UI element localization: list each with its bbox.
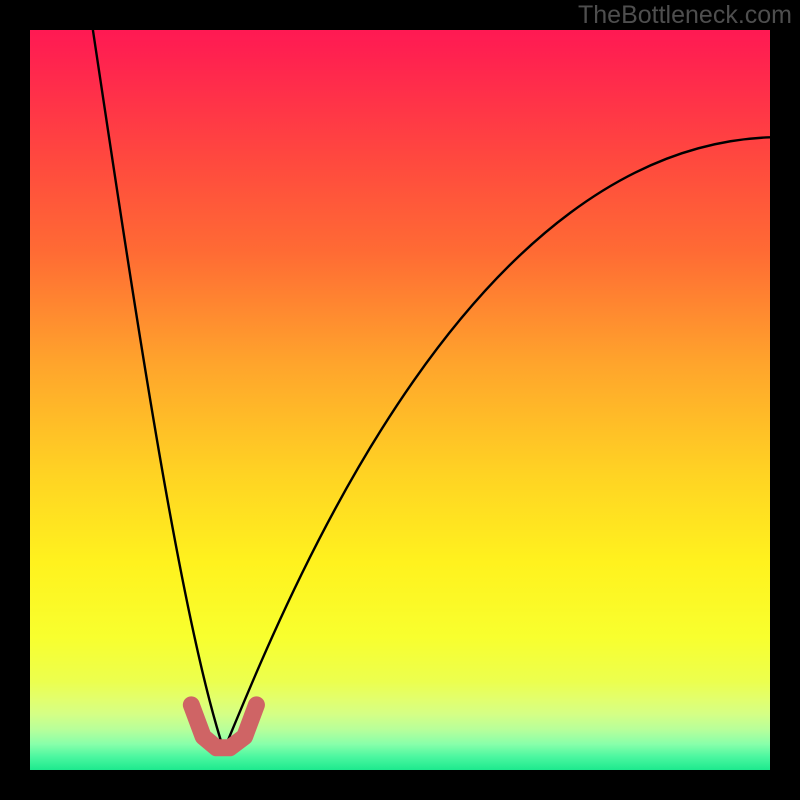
plot-svg	[30, 30, 770, 770]
chart-frame	[30, 30, 770, 770]
chart-root: TheBottleneck.com	[0, 0, 800, 800]
attribution-text: TheBottleneck.com	[578, 1, 792, 30]
